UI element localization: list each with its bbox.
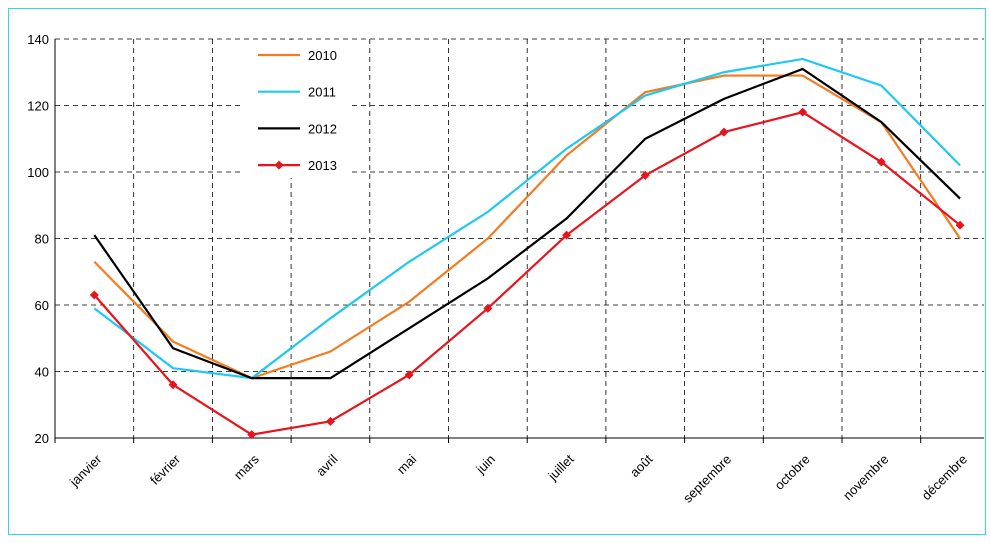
y-tick-label: 140: [27, 32, 49, 47]
y-tick-label: 80: [35, 232, 49, 247]
data-point: [798, 107, 808, 117]
data-point: [640, 170, 650, 180]
data-point: [325, 416, 335, 426]
data-point: [719, 127, 729, 137]
data-point: [562, 230, 572, 240]
y-tick-label: 60: [35, 298, 49, 313]
y-tick-label: 40: [35, 365, 49, 380]
data-point: [876, 157, 886, 167]
y-tick-label: 100: [27, 165, 49, 180]
data-point: [404, 370, 414, 380]
data-point: [89, 290, 99, 300]
series-line: [93, 57, 961, 380]
data-point: [247, 430, 257, 440]
legend-marker: [274, 160, 284, 170]
legend-background: [240, 40, 352, 178]
data-point: [955, 220, 965, 230]
legend-label: 2010: [308, 48, 337, 63]
data-point: [483, 303, 493, 313]
series-line: [93, 110, 961, 436]
legend-label: 2011: [308, 85, 336, 100]
y-tick-label: 20: [35, 431, 49, 446]
data-point: [168, 380, 178, 390]
y-tick-label: 120: [27, 99, 49, 114]
series-line: [93, 67, 961, 380]
legend-label: 2013: [308, 158, 337, 173]
legend-label: 2012: [308, 121, 337, 136]
